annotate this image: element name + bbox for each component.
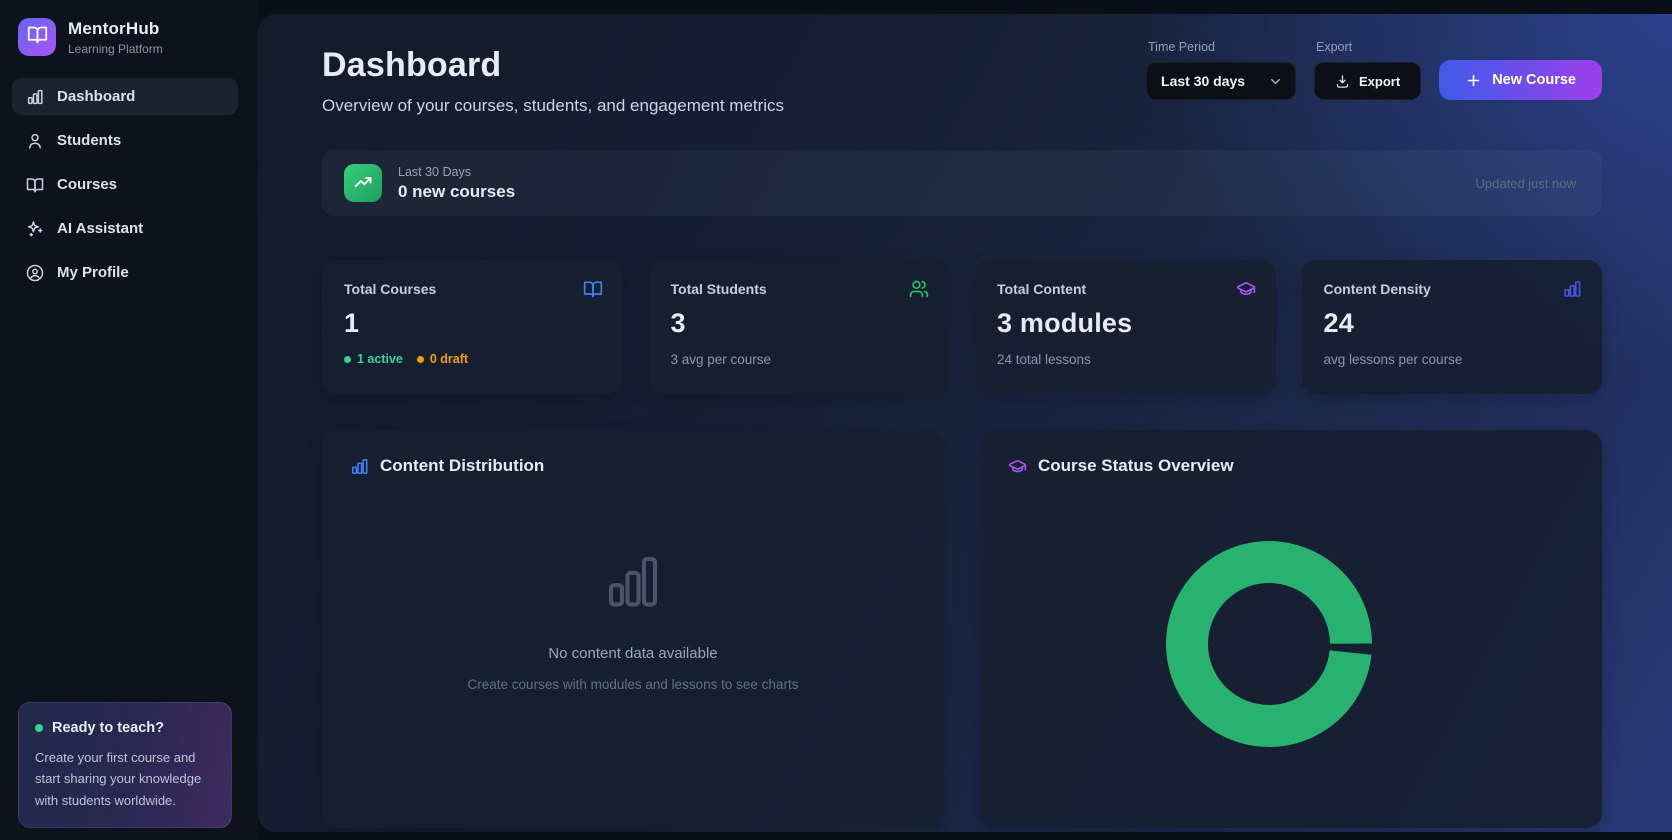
graduation-cap-icon <box>1236 279 1256 299</box>
donut-chart <box>1008 538 1574 750</box>
promo-title-row: Ready to teach? <box>35 720 215 736</box>
chart-title: Course Status Overview <box>1038 456 1234 475</box>
graduation-cap-icon <box>1008 457 1027 476</box>
bar-chart-icon <box>1562 279 1582 299</box>
stat-card-content-density: Content Density 24 avg lessons per cours… <box>1301 260 1602 394</box>
bar-chart-icon <box>350 457 369 476</box>
export-label: Export <box>1316 40 1353 54</box>
trending-up-icon <box>344 164 382 202</box>
page-header: Dashboard Overview of your courses, stud… <box>322 40 1602 116</box>
banner-updated: Updated just now <box>1475 175 1576 191</box>
brand: MentorHub Learning Platform <box>0 0 258 78</box>
empty-hint: Create courses with modules and lessons … <box>467 677 799 692</box>
green-dot-icon <box>35 723 43 732</box>
new-course-button[interactable]: New Course <box>1439 60 1602 100</box>
summary-banner: Last 30 Days 0 new courses Updated just … <box>322 150 1602 216</box>
sidebar-item-label: Students <box>57 132 122 149</box>
empty-message: No content data available <box>548 645 718 662</box>
bar-chart-icon <box>26 88 44 106</box>
book-open-icon <box>583 279 603 299</box>
download-icon <box>1335 74 1350 89</box>
content-distribution-card: Content Distribution No content data ava… <box>322 430 944 828</box>
stat-card-total-content: Total Content 3 modules 24 total lessons <box>975 260 1276 394</box>
stat-title: Total Courses <box>344 281 437 297</box>
user-icon <box>26 132 44 150</box>
sidebar-item-my-profile[interactable]: My Profile <box>12 254 238 291</box>
banner-headline: 0 new courses <box>398 181 516 201</box>
sidebar-item-label: Dashboard <box>57 88 136 105</box>
ready-to-teach-card: Ready to teach? Create your first course… <box>18 701 232 828</box>
new-course-button-label: New Course <box>1492 72 1576 88</box>
sidebar-item-ai-assistant[interactable]: AI Assistant <box>12 210 238 247</box>
main-panel: Dashboard Overview of your courses, stud… <box>258 14 1672 832</box>
banner-period: Last 30 Days <box>398 164 471 179</box>
promo-body: Create your first course and start shari… <box>35 749 202 808</box>
charts-row: Content Distribution No content data ava… <box>322 430 1602 828</box>
stat-value: 3 modules <box>997 308 1133 338</box>
chevron-down-icon <box>1268 74 1283 89</box>
stat-value: 3 <box>670 308 686 338</box>
stat-title: Total Content <box>997 281 1087 297</box>
header-controls: Time Period Last 30 days Export Export <box>1146 40 1602 100</box>
sidebar-nav: Dashboard Students Courses AI Assistant … <box>0 78 258 291</box>
page-title: Dashboard <box>322 46 502 84</box>
sidebar: MentorHub Learning Platform Dashboard St… <box>0 0 258 840</box>
course-status-overview-card: Course Status Overview <box>980 430 1602 828</box>
app-tagline: Learning Platform <box>68 41 163 56</box>
export-button-label: Export <box>1359 73 1401 89</box>
export-button[interactable]: Export <box>1314 62 1422 100</box>
stats-row: Total Courses 1 1 active 0 draft Total S… <box>322 260 1602 394</box>
orange-dot-icon <box>416 355 424 363</box>
stat-value: 24 <box>1323 308 1354 338</box>
sidebar-item-students[interactable]: Students <box>12 122 238 159</box>
donut-segment-active <box>1166 541 1372 747</box>
page-subtitle: Overview of your courses, students, and … <box>322 96 785 115</box>
bar-chart-icon <box>600 548 666 619</box>
app-logo <box>18 18 56 56</box>
time-period-value: Last 30 days <box>1161 73 1246 89</box>
chart-empty-state: No content data available Create courses… <box>350 548 916 692</box>
stat-subtext: 3 avg per course <box>670 352 772 367</box>
promo-title: Ready to teach? <box>52 719 164 736</box>
users-icon <box>909 279 929 299</box>
book-open-icon <box>26 176 44 194</box>
donut-chart-svg <box>1166 541 1372 747</box>
green-dot-icon <box>344 355 351 363</box>
stat-title: Content Density <box>1323 281 1431 297</box>
time-period-select[interactable]: Last 30 days <box>1146 62 1297 100</box>
draft-badge: 0 draft <box>416 352 468 366</box>
sidebar-item-label: Courses <box>57 176 118 193</box>
time-period-label: Time Period <box>1148 40 1215 54</box>
sparkles-icon <box>26 220 44 238</box>
sidebar-item-label: My Profile <box>57 264 129 281</box>
app-name: MentorHub <box>68 18 160 38</box>
plus-icon <box>1465 72 1482 89</box>
sidebar-item-dashboard[interactable]: Dashboard <box>12 78 238 115</box>
stat-value: 1 <box>344 308 360 338</box>
stat-card-total-students: Total Students 3 3 avg per course <box>648 260 949 394</box>
stat-subtext: avg lessons per course <box>1323 352 1463 367</box>
user-circle-icon <box>26 264 44 282</box>
stat-subtext: 24 total lessons <box>997 352 1091 367</box>
stat-title: Total Students <box>670 281 767 297</box>
sidebar-item-courses[interactable]: Courses <box>12 166 238 203</box>
stat-card-total-courses: Total Courses 1 1 active 0 draft <box>322 260 623 394</box>
book-open-icon <box>27 24 48 50</box>
chart-title: Content Distribution <box>380 456 545 475</box>
active-badge: 1 active <box>344 352 403 366</box>
sidebar-item-label: AI Assistant <box>57 220 144 237</box>
